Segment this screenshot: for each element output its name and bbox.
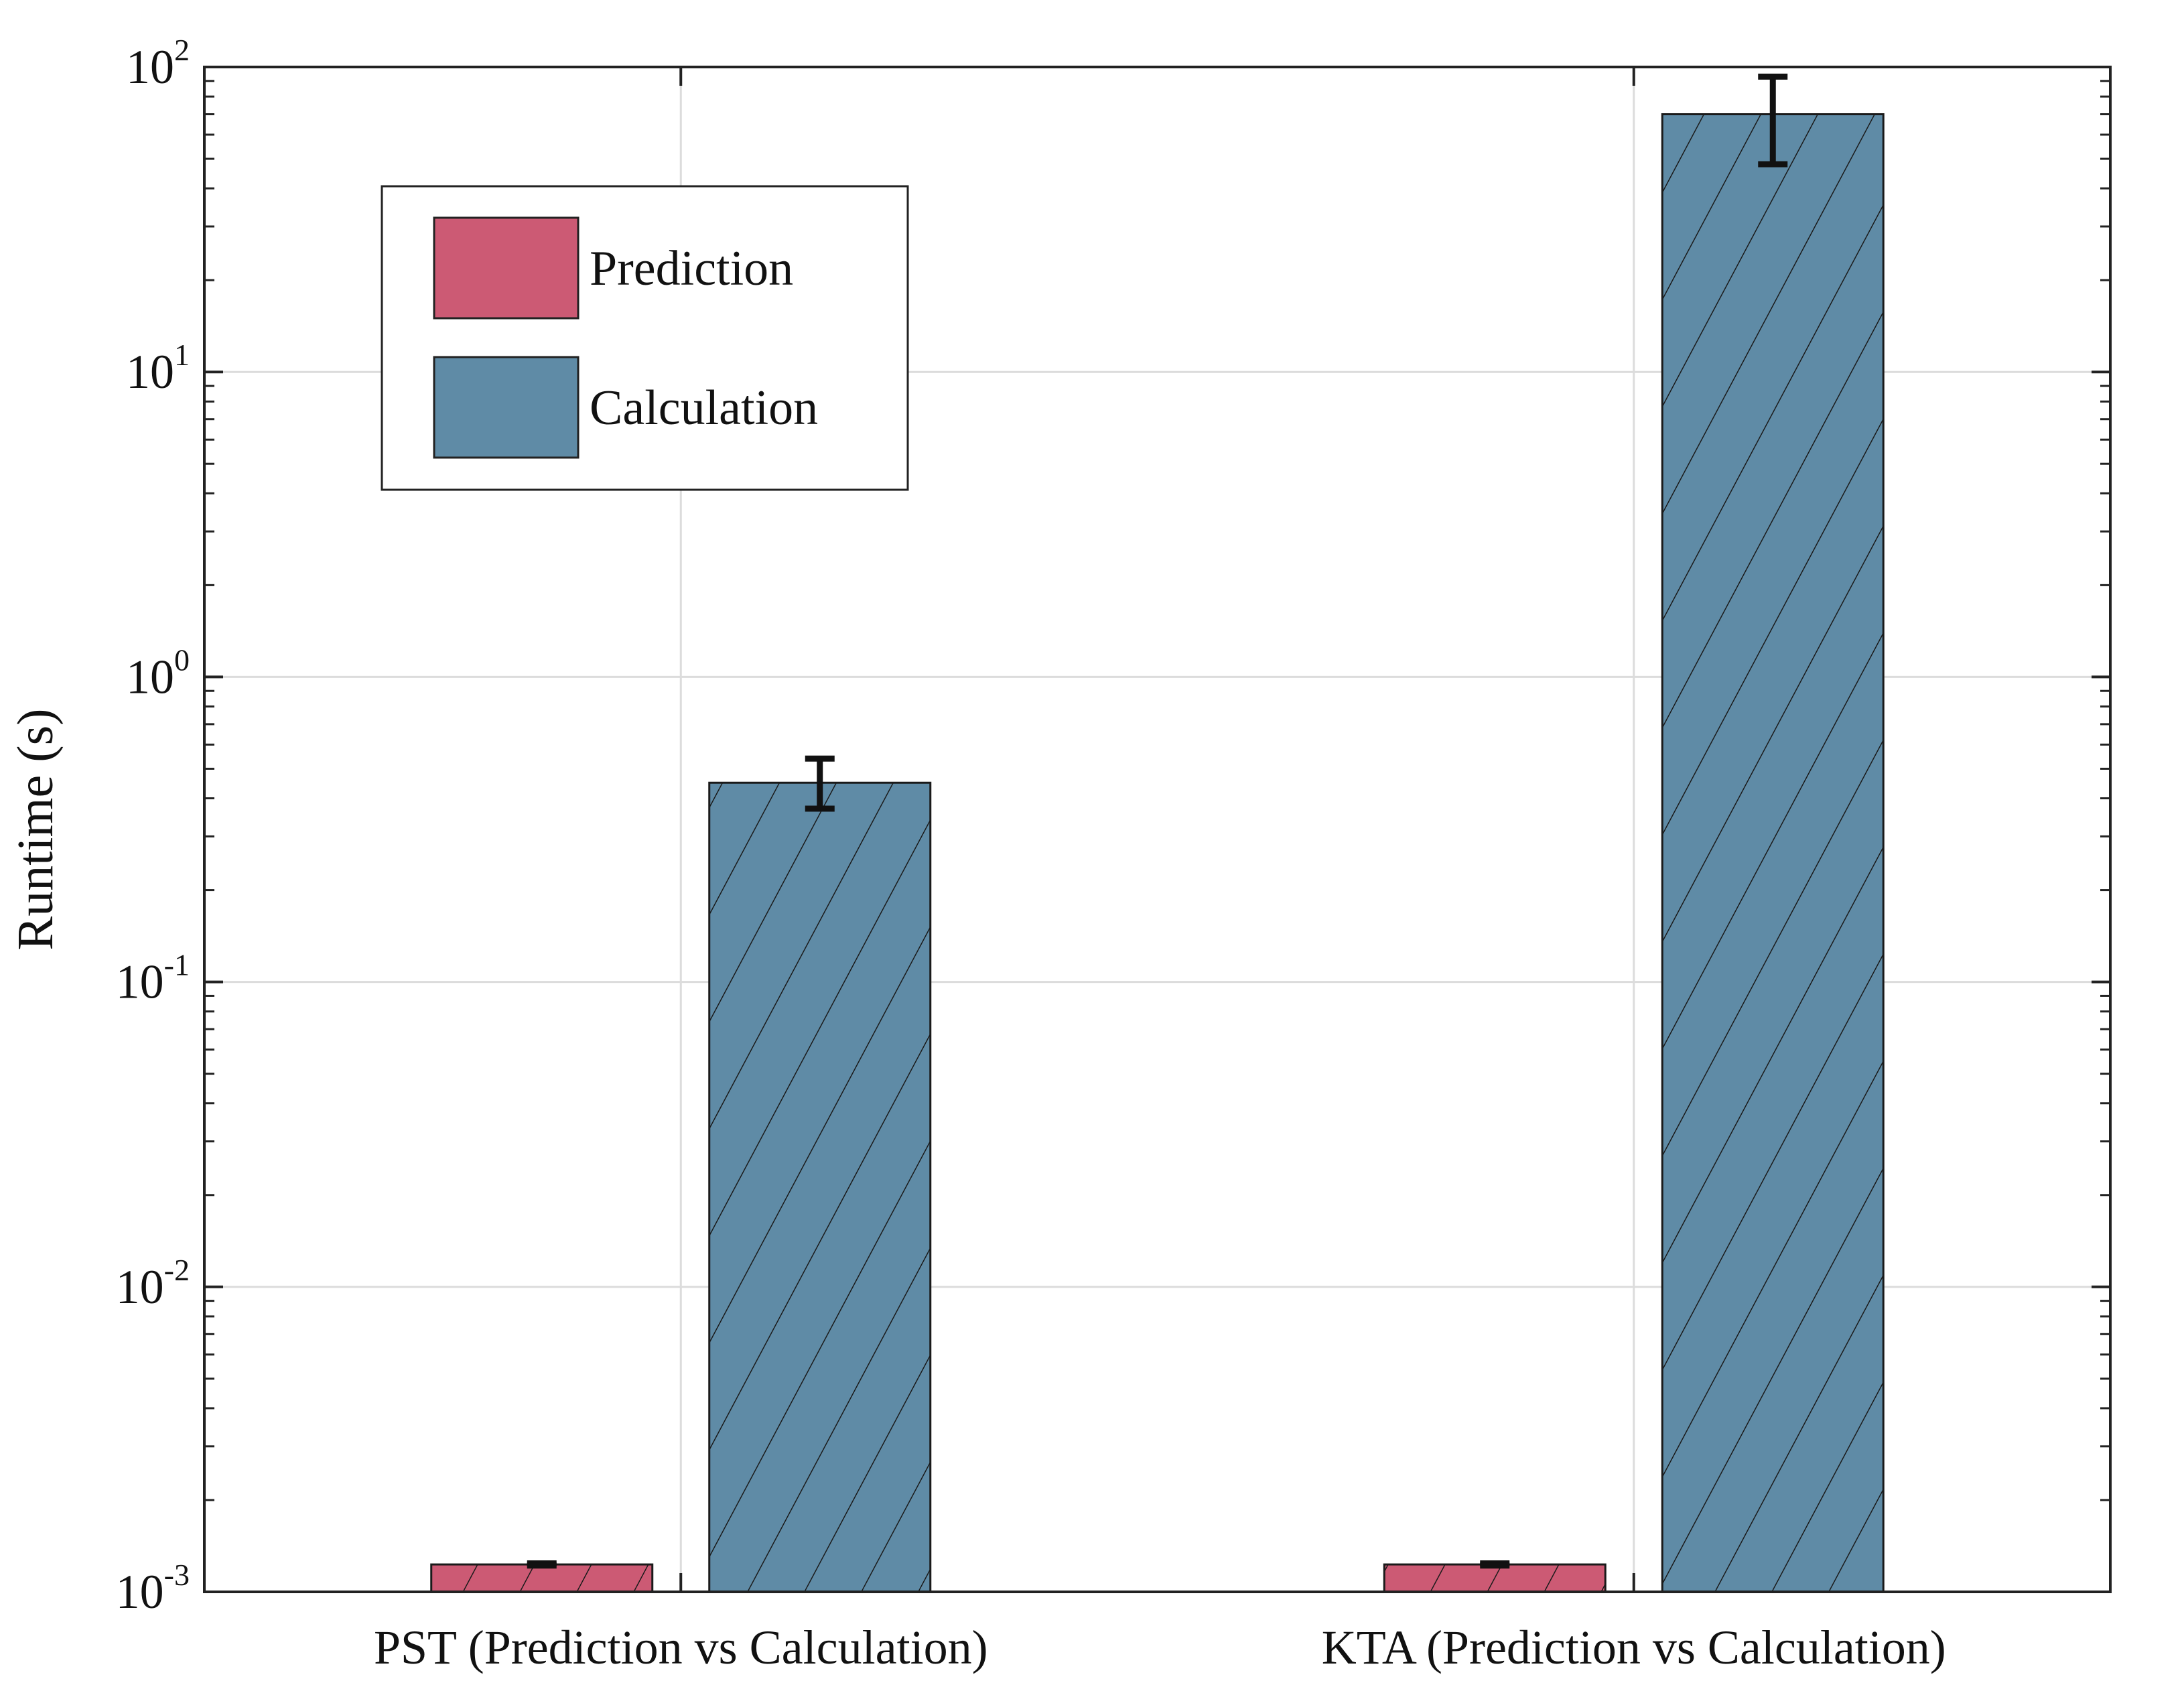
error-bars [527,73,1788,1569]
x-tick-labels: PST (Prediction vs Calculation) KTA (Pred… [374,1621,1946,1674]
x-tick-label: KTA (Prediction vs Calculation) [1322,1621,1946,1674]
y-tick-exponent: -1 [164,948,190,982]
y-tick-label: 10-1 [116,948,190,1009]
y-tick-label: 100 [126,643,190,703]
y-tick-exponent: -2 [164,1253,190,1287]
y-tick-label: 101 [126,338,190,399]
y-tick-base: 10 [116,955,164,1009]
y-tick-label: 102 [126,33,190,94]
legend-swatch-calculation [433,356,579,459]
bar-hatch [708,781,932,1593]
plot-frame [203,66,2112,1593]
bar-hatch [430,1563,654,1593]
x-tick-label: PST (Prediction vs Calculation) [374,1621,988,1674]
bar-hatch [1661,113,1885,1593]
y-tick-base: 10 [116,1565,164,1619]
y-tick-exponent: 0 [174,643,190,677]
y-tick-label: 10-2 [116,1253,190,1314]
y-tick-base: 10 [126,650,174,703]
bars [430,113,1885,1593]
legend-swatch-prediction [433,216,579,320]
y-tick-exponent: 2 [174,33,190,67]
axis-ticks [204,66,2110,1593]
y-axis-title: Runtime (s) [7,709,64,951]
y-tick-label: 10-3 [116,1558,190,1619]
y-tick-base: 10 [126,345,174,399]
y-tick-base: 10 [126,40,174,94]
legend: Prediction Calculation [381,185,909,491]
bar-hatch [1383,1563,1607,1593]
y-tick-exponent: 1 [174,338,190,372]
legend-label-prediction: Prediction [590,241,793,296]
y-tick-base: 10 [116,1260,164,1314]
y-tick-exponent: -3 [164,1558,190,1592]
legend-label-calculation: Calculation [590,381,818,435]
